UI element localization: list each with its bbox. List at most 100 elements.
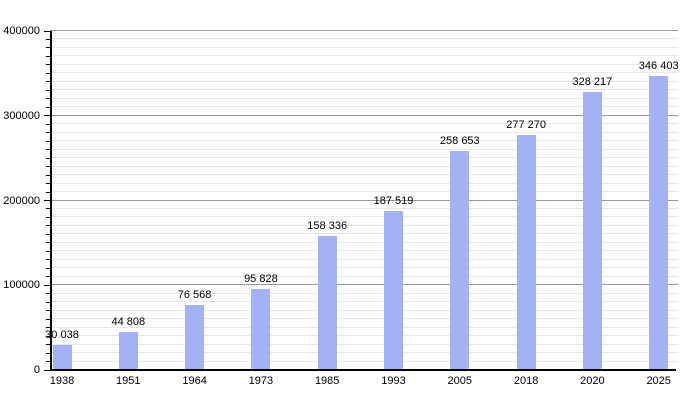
value-label: 328 217 [572, 75, 613, 88]
minor-gridline [50, 191, 678, 193]
y-tick [44, 115, 50, 117]
minor-gridline [50, 123, 678, 125]
y-tick-label: 400000 [3, 25, 40, 37]
major-gridline [50, 199, 678, 201]
y-tick [46, 361, 50, 363]
minor-gridline [50, 165, 678, 167]
plot-area: 30 038 44 808 76 568 95 828 158 336 187 519 25… [45, 30, 679, 370]
value-label: 258 653 [439, 134, 480, 147]
minor-gridline [50, 318, 678, 320]
y-tick [46, 166, 50, 168]
y-tick [46, 216, 50, 218]
y-tick-label: 100000 [3, 279, 40, 292]
x-tick-label: 1938 [49, 375, 75, 387]
x-tick-label: 2005 [447, 375, 473, 387]
minor-gridline [50, 267, 678, 269]
x-axis-line [50, 369, 676, 371]
y-tick [46, 47, 50, 49]
y-tick [44, 30, 50, 32]
minor-gridline [50, 174, 678, 176]
y-tick [46, 149, 50, 151]
y-tick [46, 208, 50, 210]
bar [52, 344, 72, 370]
major-gridline [50, 30, 678, 31]
minor-gridline [50, 216, 678, 218]
y-tick [46, 106, 50, 108]
y-tick-label: 300000 [3, 109, 40, 122]
y-tick [46, 174, 50, 176]
x-tick-label: 1973 [248, 375, 274, 387]
minor-gridline [50, 309, 678, 311]
minor-gridline [50, 224, 678, 226]
value-label: 277 270 [506, 119, 546, 132]
minor-gridline [50, 343, 678, 345]
y-tick [46, 233, 50, 235]
minor-gridline [50, 352, 678, 354]
value-label: 158 336 [307, 219, 348, 232]
x-tick-label: 1964 [182, 375, 207, 387]
y-tick [46, 183, 50, 185]
y-tick [46, 55, 50, 57]
y-tick [46, 64, 50, 66]
bar [384, 211, 403, 370]
y-tick [46, 267, 50, 269]
y-tick [46, 250, 50, 252]
y-tick [46, 123, 50, 125]
minor-gridline [50, 72, 678, 74]
bar [251, 288, 271, 370]
value-label: 30 038 [45, 328, 79, 341]
minor-gridline [50, 301, 678, 303]
x-tick-label: 2020 [580, 375, 605, 387]
x-tick-label: 1951 [116, 375, 141, 387]
major-gridline [50, 284, 678, 286]
y-tick [44, 369, 50, 371]
y-tick [46, 157, 50, 159]
y-tick [46, 310, 50, 312]
minor-gridline [50, 241, 678, 243]
bar [582, 91, 602, 370]
y-tick-label: 0 [33, 364, 40, 376]
y-tick [46, 225, 50, 227]
bar [649, 76, 669, 370]
minor-gridline [50, 233, 678, 235]
y-tick [46, 301, 50, 303]
bar [118, 332, 138, 370]
y-tick [46, 276, 50, 278]
y-tick [46, 318, 50, 320]
minor-gridline [50, 140, 678, 142]
value-label: 44 808 [111, 316, 146, 329]
x-tick-label: 2018 [513, 375, 539, 387]
y-tick [46, 327, 50, 329]
minor-gridline [50, 38, 678, 40]
minor-gridline [50, 63, 678, 65]
y-tick [46, 335, 50, 337]
y-tick [46, 38, 50, 40]
minor-gridline [50, 89, 678, 91]
major-gridline [50, 114, 678, 116]
y-tick [44, 284, 50, 286]
minor-gridline [50, 46, 678, 48]
y-tick-label: 200000 [3, 194, 40, 207]
minor-gridline [50, 182, 678, 184]
minor-gridline [50, 207, 678, 209]
value-label: 346 403 [638, 60, 679, 73]
value-label: 187 519 [373, 195, 414, 208]
y-tick [46, 98, 50, 100]
y-tick [46, 191, 50, 193]
y-tick [46, 132, 50, 134]
minor-gridline [50, 250, 678, 252]
y-tick [46, 293, 50, 295]
y-tick [44, 200, 50, 201]
minor-gridline [50, 106, 678, 108]
y-tick [46, 344, 50, 346]
minor-gridline [50, 55, 678, 57]
x-tick-label: 1985 [314, 375, 340, 387]
bar [317, 235, 337, 370]
bar [450, 150, 470, 370]
bar [516, 135, 536, 370]
bar [185, 305, 205, 370]
y-tick [46, 242, 50, 244]
y-tick [46, 140, 50, 142]
minor-gridline [50, 97, 678, 99]
